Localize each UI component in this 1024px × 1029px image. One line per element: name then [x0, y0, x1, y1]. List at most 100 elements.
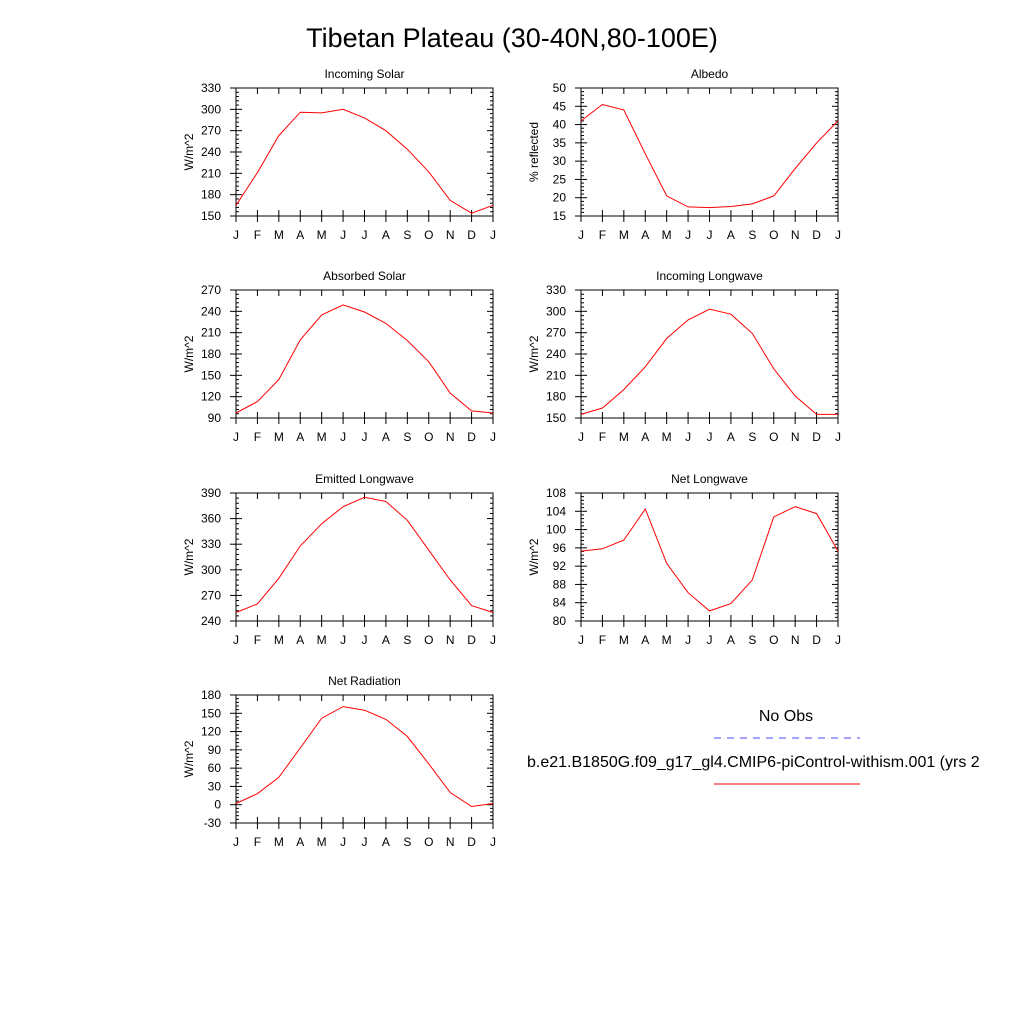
incoming-longwave-xtick-label: A — [641, 430, 649, 444]
net-longwave-ytick-label: 104 — [546, 504, 566, 518]
incoming-solar-xtick-label: A — [382, 228, 390, 242]
incoming-longwave-xtick-label: M — [662, 430, 672, 444]
absorbed-solar-xtick-label: A — [382, 430, 390, 444]
emitted-longwave-ytick-label: 300 — [201, 563, 221, 577]
absorbed-solar-ytick-label: 90 — [208, 411, 222, 425]
albedo-xtick-label: D — [812, 228, 821, 242]
net-radiation-ytick-label: 120 — [201, 725, 221, 739]
absorbed-solar-ytick-label: 150 — [201, 368, 221, 382]
albedo-ytick-label: 35 — [553, 136, 567, 150]
absorbed-solar-ytick-label: 180 — [201, 347, 221, 361]
incoming-longwave-xtick-label: D — [812, 430, 821, 444]
albedo-xtick-label: M — [619, 228, 629, 242]
net-longwave-xtick-label: O — [769, 633, 778, 647]
incoming-longwave-ylabel: W/m^2 — [527, 335, 541, 372]
net-radiation-xtick-label: J — [340, 835, 346, 849]
net-longwave-ytick-label: 108 — [546, 486, 566, 500]
albedo-xtick-label: N — [791, 228, 800, 242]
incoming-solar-xtick-label: N — [446, 228, 455, 242]
absorbed-solar-xtick-label: D — [467, 430, 476, 444]
net-radiation-ytick-label: 60 — [208, 761, 222, 775]
net-longwave-xtick-label: A — [727, 633, 735, 647]
absorbed-solar-xtick-label: J — [233, 430, 239, 444]
net-radiation-series-line — [235, 706, 494, 808]
net-longwave-title: Net Longwave — [671, 472, 748, 486]
net-radiation-xtick-label: A — [382, 835, 390, 849]
legend-obs-label: No Obs — [759, 708, 813, 725]
incoming-longwave-ytick-label: 180 — [546, 390, 566, 404]
emitted-longwave-title: Emitted Longwave — [315, 472, 414, 486]
net-longwave-frame — [580, 492, 839, 622]
albedo-xtick-label: S — [748, 228, 756, 242]
figure-title: Tibetan Plateau (30-40N,80-100E) — [306, 23, 718, 53]
net-radiation-xtick-label: F — [254, 835, 261, 849]
absorbed-solar-xtick-label: A — [296, 430, 304, 444]
albedo-ytick-label: 25 — [553, 172, 567, 186]
net-longwave-xtick-label: J — [707, 633, 713, 647]
albedo-xtick-label: J — [835, 228, 841, 242]
net-radiation-ytick-label: 30 — [208, 779, 222, 793]
emitted-longwave-ytick-label: 360 — [201, 512, 221, 526]
net-radiation-ytick-label: 0 — [214, 798, 221, 812]
net-longwave-ylabel: W/m^2 — [527, 538, 541, 575]
incoming-solar-xtick-label: J — [340, 228, 346, 242]
absorbed-solar-xtick-label: N — [446, 430, 455, 444]
emitted-longwave-frame — [235, 492, 494, 622]
incoming-solar-ytick-label: 150 — [201, 209, 221, 223]
net-longwave-series-line — [580, 506, 839, 612]
emitted-longwave-xtick-label: J — [233, 633, 239, 647]
albedo-title: Albedo — [691, 67, 729, 81]
legend: No Obs b.e21.B1850G.f09_g17_gl4.CMIP6-pi… — [527, 708, 980, 785]
emitted-longwave-xtick-label: J — [362, 633, 368, 647]
emitted-longwave-xtick-label: S — [403, 633, 411, 647]
emitted-longwave-ytick-label: 330 — [201, 537, 221, 551]
net-radiation-xtick-label: S — [403, 835, 411, 849]
absorbed-solar-xtick-label: J — [362, 430, 368, 444]
net-radiation-title: Net Radiation — [328, 674, 401, 688]
albedo-xtick-label: F — [599, 228, 606, 242]
emitted-longwave-xtick-label: J — [490, 633, 496, 647]
net-longwave-xtick-label: F — [599, 633, 606, 647]
absorbed-solar-xtick-label: M — [274, 430, 284, 444]
albedo-ytick-label: 45 — [553, 99, 567, 113]
incoming-longwave-xtick-label: S — [748, 430, 756, 444]
incoming-solar-ytick-label: 270 — [201, 124, 221, 138]
net-radiation-xtick-label: M — [317, 835, 327, 849]
emitted-longwave-ytick-label: 390 — [201, 486, 221, 500]
incoming-solar-ytick-label: 180 — [201, 188, 221, 202]
emitted-longwave-ylabel: W/m^2 — [182, 538, 196, 575]
albedo-ytick-label: 40 — [553, 118, 567, 132]
incoming-longwave-title: Incoming Longwave — [656, 269, 763, 283]
absorbed-solar-title: Absorbed Solar — [323, 269, 406, 283]
net-radiation-xtick-label: D — [467, 835, 476, 849]
absorbed-solar-xtick-label: J — [490, 430, 496, 444]
albedo-xtick-label: A — [641, 228, 649, 242]
net-longwave-xtick-label: D — [812, 633, 821, 647]
emitted-longwave-xtick-label: J — [340, 633, 346, 647]
incoming-longwave-xtick-label: J — [685, 430, 691, 444]
net-radiation-ytick-label: 90 — [208, 743, 222, 757]
net-longwave-ytick-label: 80 — [553, 614, 567, 628]
net-radiation-xtick-label: M — [274, 835, 284, 849]
incoming-solar-xtick-label: M — [317, 228, 327, 242]
net-longwave-xtick-label: A — [641, 633, 649, 647]
incoming-solar-ytick-label: 330 — [201, 81, 221, 95]
net-longwave-xtick-label: J — [578, 633, 584, 647]
absorbed-solar-ytick-label: 270 — [201, 283, 221, 297]
absorbed-solar-xtick-label: M — [317, 430, 327, 444]
albedo-xtick-label: M — [662, 228, 672, 242]
net-radiation-xtick-label: J — [233, 835, 239, 849]
net-longwave-ytick-label: 92 — [553, 559, 567, 573]
net-longwave-xtick-label: S — [748, 633, 756, 647]
net-radiation-xtick-label: A — [296, 835, 304, 849]
incoming-longwave-xtick-label: O — [769, 430, 778, 444]
incoming-longwave-ytick-label: 150 — [546, 411, 566, 425]
incoming-solar-ytick-label: 240 — [201, 145, 221, 159]
net-longwave-xtick-label: J — [685, 633, 691, 647]
net-radiation-ytick-label: -30 — [204, 816, 222, 830]
emitted-longwave-xtick-label: A — [296, 633, 304, 647]
absorbed-solar-xtick-label: O — [424, 430, 433, 444]
